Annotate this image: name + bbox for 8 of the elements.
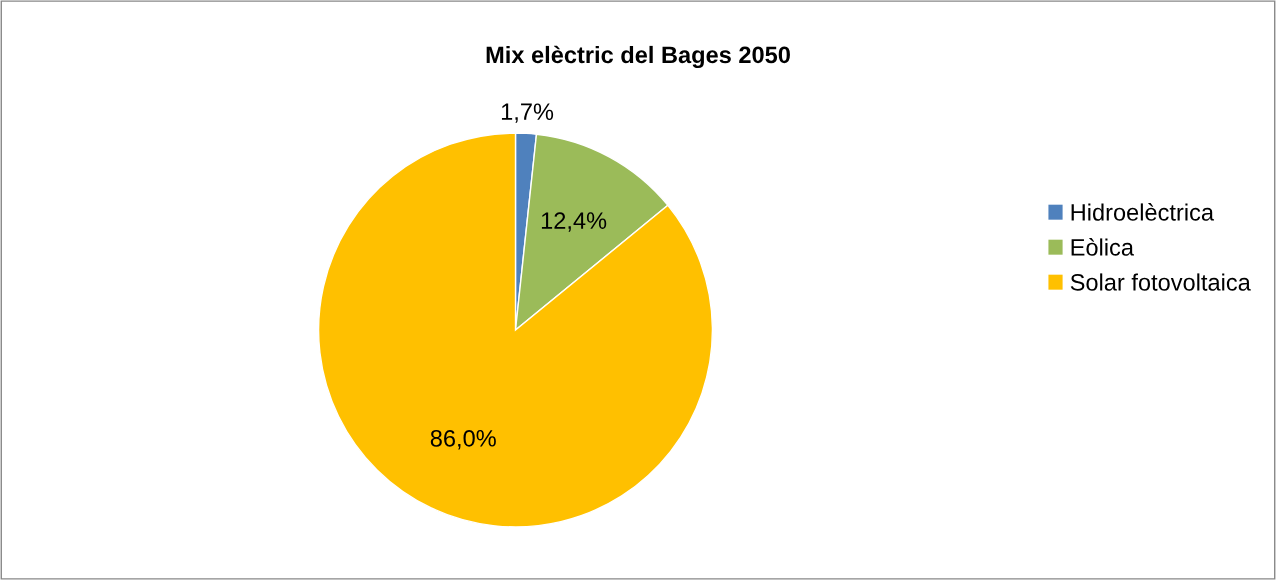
data-label: 1,7% <box>501 103 554 123</box>
pie-slice <box>317 132 714 528</box>
data-label: 86,0% <box>430 429 496 450</box>
legend-label: Eòlica <box>1071 238 1134 256</box>
legend-label: Solar fotovoltaica <box>1070 273 1251 291</box>
data-label: 12,4% <box>541 212 607 232</box>
chart-title: Mix elèctric del Bages 2050 <box>486 45 790 68</box>
legend-label: Hidroelèctrica <box>1071 203 1215 221</box>
